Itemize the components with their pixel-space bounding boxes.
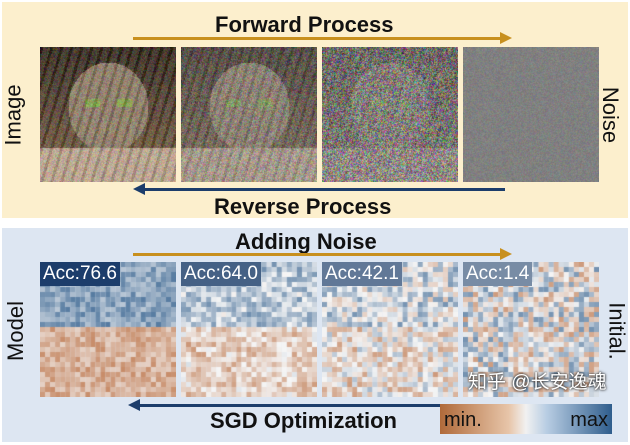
accuracy-label: Acc:76.6 <box>40 262 120 286</box>
reverse-arrow <box>145 188 505 191</box>
legend-max: max <box>570 409 608 431</box>
sgd-optimization-title: SGD Optimization <box>210 408 397 433</box>
adding-noise-arrow-head <box>500 248 512 260</box>
adding-noise-title: Adding Noise <box>235 229 377 254</box>
legend-min: min. <box>444 409 482 431</box>
model-label: Model <box>2 301 28 361</box>
noisy-cat-image-1 <box>181 47 317 182</box>
sgd-arrow-head <box>128 399 140 411</box>
initial-label: Initial. <box>604 302 630 360</box>
forward-process-title: Forward Process <box>215 12 394 37</box>
reverse-arrow-head <box>133 183 145 195</box>
image-label: Image <box>0 84 26 146</box>
pure-noise-image <box>463 47 599 182</box>
accuracy-label: Acc:1.4 <box>463 262 533 286</box>
reverse-process-title: Reverse Process <box>214 194 392 219</box>
noisy-cat-image-2 <box>322 47 458 182</box>
noise-label: Noise <box>598 86 624 144</box>
forward-arrow-head <box>500 32 512 44</box>
sgd-arrow <box>140 404 440 407</box>
watermark: 知乎 @长安逸魂 <box>468 372 607 393</box>
adding-noise-arrow <box>133 253 503 256</box>
accuracy-label: Acc:64.0 <box>181 262 261 286</box>
accuracy-label: Acc:42.1 <box>322 262 402 286</box>
forward-arrow <box>133 37 503 40</box>
clean-cat-image <box>40 47 176 182</box>
color-legend: min. max <box>440 404 612 434</box>
